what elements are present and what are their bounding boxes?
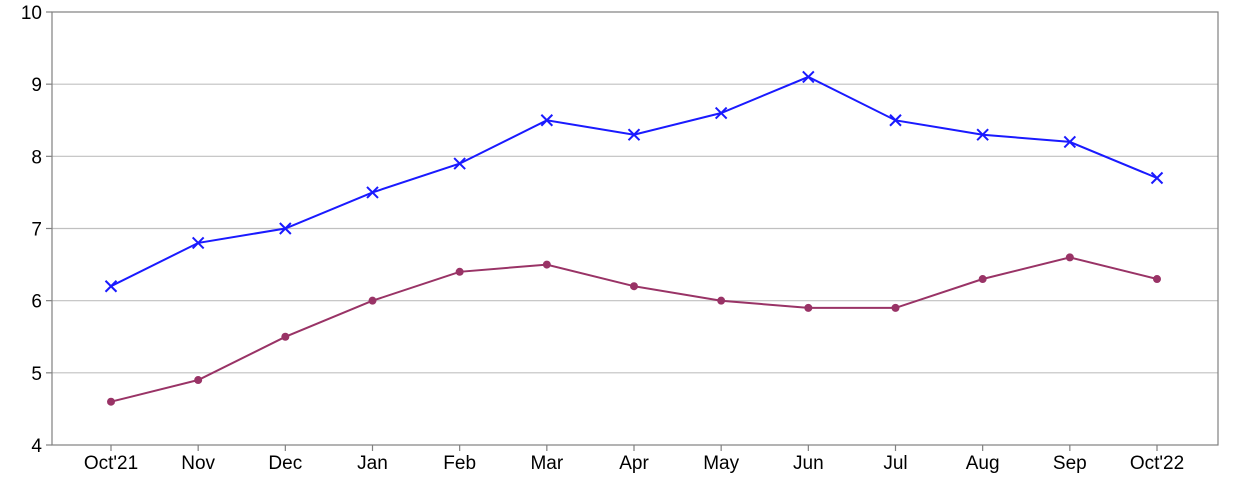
- y-tick-label: 9: [31, 75, 42, 96]
- data-point: [194, 376, 203, 385]
- x-tick-label: Oct'22: [1130, 453, 1184, 474]
- data-point: [978, 275, 987, 284]
- series-line: [110, 256, 1158, 403]
- x-tick-label: Jan: [357, 453, 388, 474]
- y-axis: 4 5 6 7 8 9 10: [21, 3, 52, 457]
- data-point: [714, 106, 728, 120]
- data-point: [542, 260, 551, 269]
- data-point: [802, 70, 815, 84]
- series-layer: [104, 70, 1164, 406]
- x-tick-label: Oct'21: [84, 453, 138, 474]
- data-point: [1063, 135, 1077, 149]
- data-point: [804, 303, 813, 312]
- y-tick-label: 10: [21, 3, 42, 24]
- data-point: [1153, 275, 1161, 284]
- y-tick-label: 7: [31, 220, 42, 241]
- data-point: [889, 114, 902, 127]
- data-point: [453, 157, 466, 170]
- data-point: [717, 296, 726, 305]
- series-line: [110, 75, 1158, 288]
- data-point: [107, 397, 115, 406]
- data-point: [455, 267, 464, 276]
- x-tick-label: Nov: [181, 453, 215, 474]
- x-tick-label: Jul: [883, 453, 907, 474]
- data-point: [630, 282, 638, 291]
- x-tick-label: Apr: [619, 453, 649, 474]
- x-tick-label: Jun: [793, 453, 824, 474]
- data-point: [1150, 171, 1164, 185]
- x-tick-label: May: [703, 453, 739, 474]
- data-point: [891, 303, 900, 312]
- data-point: [540, 114, 554, 127]
- x-tick-label: Sep: [1053, 453, 1087, 474]
- x-tick-label: Feb: [443, 453, 476, 474]
- data-point: [191, 236, 205, 250]
- x-tick-label: Aug: [966, 453, 1000, 474]
- x-tick-label: Dec: [268, 453, 302, 474]
- gridlines: [52, 83, 1218, 374]
- data-point: [1065, 253, 1074, 262]
- y-tick-label: 5: [31, 364, 42, 385]
- data-point: [366, 186, 379, 199]
- series-1: [104, 70, 1164, 293]
- y-tick-label: 8: [31, 147, 42, 168]
- y-tick-label: 4: [31, 436, 42, 457]
- data-point: [368, 296, 377, 305]
- y-tick-label: 6: [31, 292, 42, 313]
- data-point: [281, 332, 290, 341]
- data-point: [627, 128, 641, 141]
- x-tick-label: Mar: [530, 453, 563, 474]
- data-point: [279, 222, 292, 235]
- series-2: [107, 253, 1161, 406]
- data-point: [104, 280, 118, 293]
- data-point: [976, 128, 989, 141]
- x-axis: Oct'21 Nov Dec Jan Feb Mar Apr May Jun Jul Aug Sep O…: [84, 445, 1184, 474]
